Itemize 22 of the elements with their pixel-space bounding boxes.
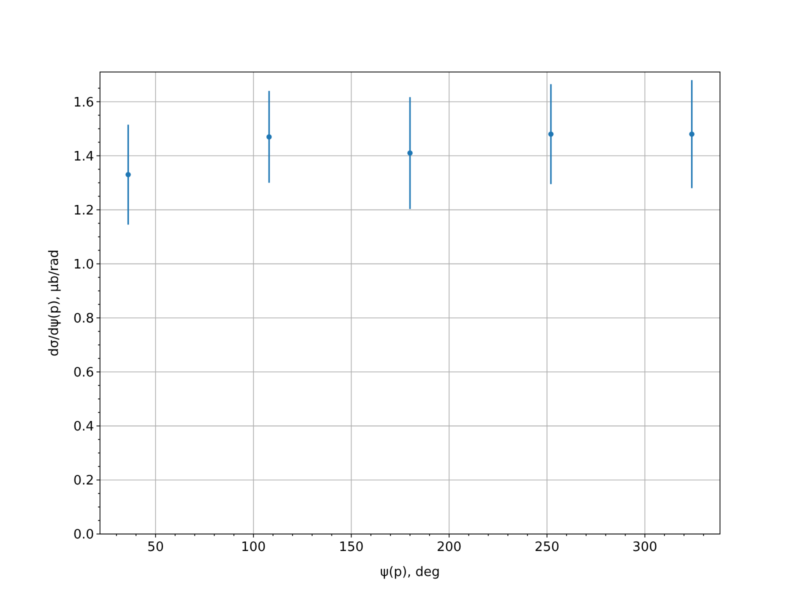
y-tick-label: 0.2 <box>73 474 94 489</box>
point <box>407 150 413 156</box>
y-tick-label: 0.0 <box>73 528 94 543</box>
y-tick-label: 1.6 <box>73 95 94 110</box>
x-tick-label: 100 <box>241 540 266 555</box>
point <box>548 132 554 137</box>
point <box>266 134 272 140</box>
x-tick-label: 250 <box>534 540 560 555</box>
x-axis-title: ψ(p), deg <box>380 565 440 580</box>
x-tick-label: 200 <box>436 540 462 555</box>
x-tick-label: 300 <box>632 540 658 555</box>
y-tick-label: 0.6 <box>73 365 94 380</box>
point <box>689 132 694 137</box>
point <box>126 172 131 178</box>
y-tick-label: 0.4 <box>73 419 94 434</box>
x-tick-label: 50 <box>147 540 164 555</box>
y-tick-label: 1.0 <box>73 257 94 272</box>
y-tick-label: 0.8 <box>73 311 94 326</box>
x-tick-label: 150 <box>338 540 364 555</box>
y-tick-label: 1.2 <box>73 203 94 218</box>
y-tick-label: 1.4 <box>73 149 94 164</box>
y-axis-title: dσ/dψ(p), μb/rad <box>47 250 62 356</box>
